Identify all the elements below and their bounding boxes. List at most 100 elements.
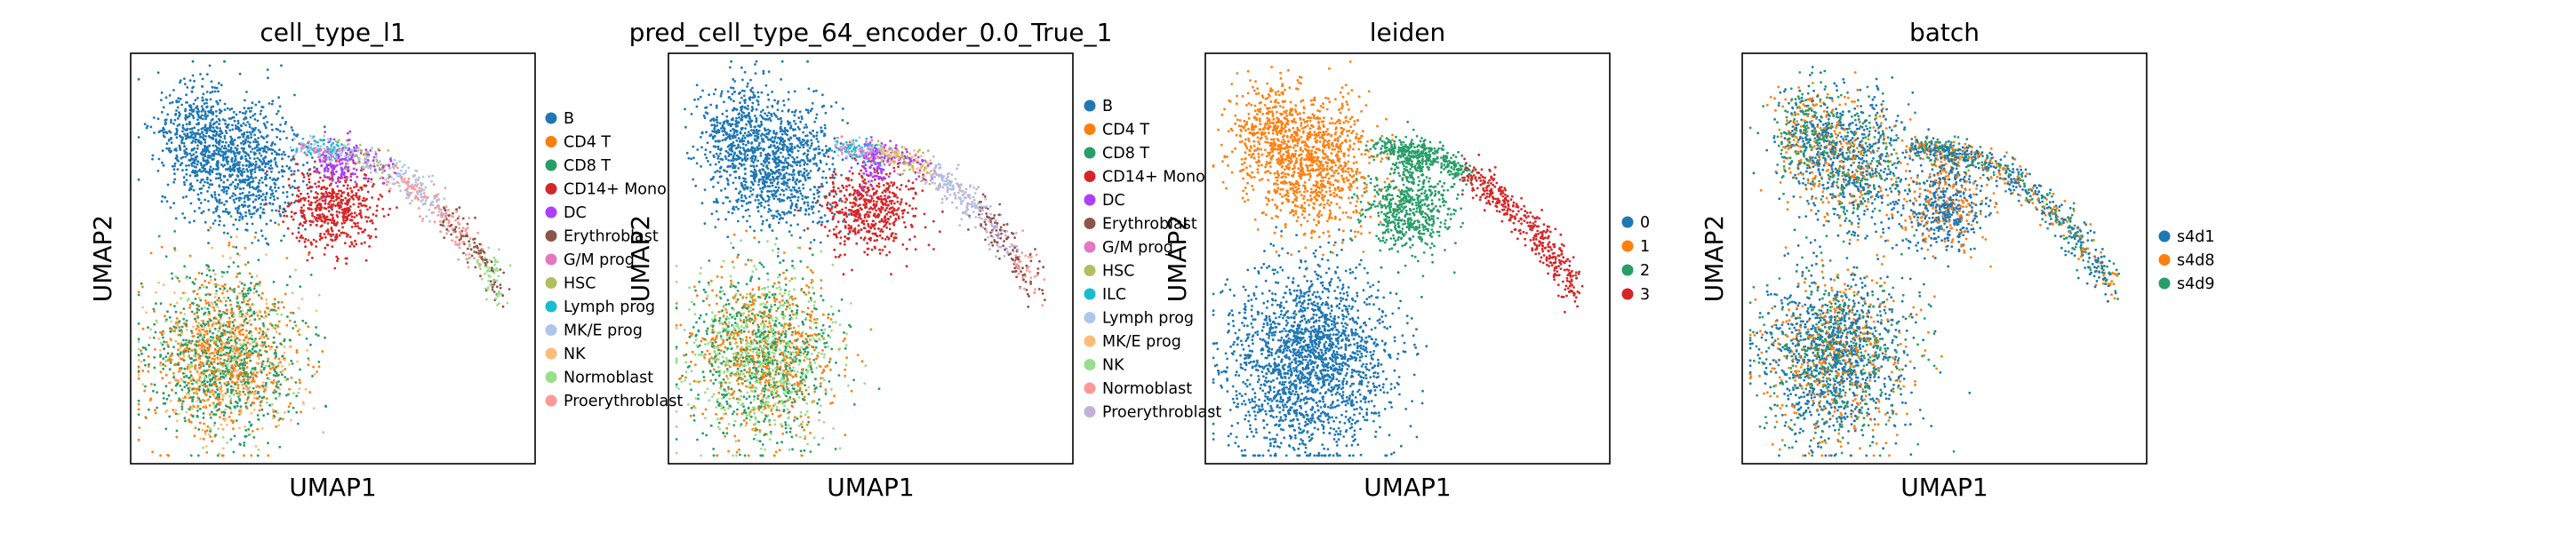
scatter-point: [279, 383, 283, 386]
scatter-point: [234, 187, 237, 191]
scatter-point: [245, 168, 249, 171]
scatter-point: [786, 196, 789, 200]
scatter-point: [188, 163, 190, 167]
scatter-point: [455, 210, 459, 213]
scatter-point: [191, 131, 194, 133]
scatter-point: [224, 408, 228, 411]
scatter-point: [206, 347, 210, 351]
scatter-point: [281, 157, 284, 161]
scatter-point: [240, 155, 244, 158]
scatter-point: [785, 171, 788, 175]
scatter-point: [245, 366, 249, 369]
scatter-point: [254, 126, 257, 130]
scatter-point: [236, 186, 239, 189]
scatter-point: [246, 380, 250, 384]
panel-title: cell_type_l1: [260, 18, 405, 47]
scatter-point: [213, 86, 217, 90]
scatter-point: [771, 229, 774, 232]
scatter-point: [243, 117, 245, 121]
scatter-point: [219, 322, 222, 326]
scatter-point: [277, 380, 280, 383]
scatter-point: [272, 379, 276, 382]
scatter-point: [268, 362, 272, 365]
scatter-point: [345, 232, 348, 235]
scatter-point: [267, 306, 270, 310]
scatter-point: [348, 154, 352, 157]
scatter-point: [262, 116, 266, 120]
scatter-point: [203, 422, 205, 426]
scatter-point: [194, 317, 197, 321]
scatter-point: [208, 359, 212, 362]
scatter-point: [178, 329, 181, 332]
scatter-point: [268, 167, 272, 171]
scatter-point: [178, 397, 181, 401]
scatter-point: [214, 383, 217, 386]
scatter-point: [448, 219, 451, 223]
scatter-point: [204, 112, 207, 115]
scatter-point: [231, 123, 234, 127]
scatter-point: [501, 294, 505, 298]
scatter-point: [239, 352, 243, 355]
scatter-point: [841, 119, 844, 122]
scatter-point: [354, 180, 357, 184]
scatter-point: [231, 289, 235, 291]
scatter-point: [180, 297, 182, 300]
scatter-point: [333, 266, 337, 270]
legend-marker-lymph-prog: [545, 300, 557, 313]
scatter-point: [192, 392, 196, 394]
scatter-point: [204, 280, 207, 282]
scatter-point: [257, 259, 260, 262]
scatter-point: [161, 149, 164, 153]
scatter-point: [198, 376, 202, 378]
scatter-point: [209, 179, 212, 182]
scatter-point: [184, 118, 188, 121]
scatter-point: [772, 214, 776, 218]
scatter-point: [239, 196, 243, 200]
legend-label-cd14-mono: CD14+ Mono: [564, 181, 667, 199]
scatter-point: [247, 154, 251, 157]
scatter-point: [793, 110, 796, 114]
scatter-point: [364, 199, 366, 203]
scatter-point: [290, 215, 293, 219]
scatter-point: [268, 313, 270, 316]
scatter-point: [234, 147, 237, 149]
scatter-point: [221, 210, 225, 213]
scatter-point: [277, 320, 281, 323]
scatter-point: [212, 144, 215, 147]
scatter-point: [248, 191, 251, 194]
scatter-point: [311, 220, 315, 224]
scatter-point: [418, 189, 421, 193]
scatter-point: [264, 331, 268, 335]
scatter-point: [215, 198, 218, 202]
scatter-point: [440, 215, 443, 219]
scatter-point: [225, 312, 228, 315]
scatter-point: [346, 155, 349, 158]
scatter-point: [256, 208, 260, 211]
scatter-point: [759, 155, 763, 157]
scatter-point: [186, 127, 189, 131]
scatter-point: [180, 139, 183, 142]
scatter-point: [324, 405, 328, 409]
scatter-point: [785, 211, 788, 215]
scatter-point: [224, 147, 228, 150]
scatter-point: [278, 138, 282, 141]
scatter-point: [313, 216, 316, 219]
scatter-point: [189, 374, 193, 377]
scatter-point: [287, 410, 291, 413]
scatter-point: [180, 141, 184, 145]
scatter-point: [424, 199, 428, 203]
scatter-point: [157, 157, 161, 161]
scatter-point: [236, 122, 240, 125]
scatter-point: [353, 146, 356, 149]
scatter-point: [340, 194, 343, 197]
scatter-point: [495, 285, 499, 289]
scatter-point: [232, 150, 235, 153]
scatter-point: [292, 201, 296, 204]
scatter-point: [162, 397, 165, 400]
scatter-point: [347, 169, 350, 172]
scatter-point: [209, 339, 212, 342]
scatter-point: [774, 151, 777, 155]
scatter-point: [807, 207, 811, 211]
scatter-point: [389, 176, 393, 179]
scatter-point: [225, 141, 228, 144]
